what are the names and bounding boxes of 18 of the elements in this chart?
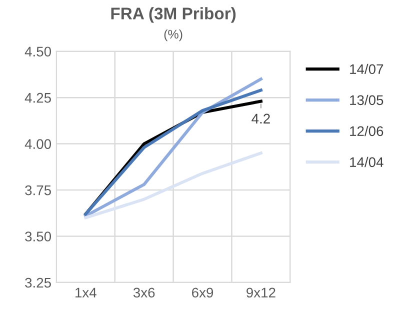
line-series [84,152,262,220]
legend-label: 12/06 [350,126,384,136]
x-tick-label: 9x12 [246,288,276,298]
y-tick-label: 3.50 [25,232,52,242]
y-tick-label: 4.25 [24,92,51,103]
y-tick-label: 3.75 [25,185,51,196]
legend-label: 13/05 [350,94,384,106]
x-tick-label: 3x6 [133,288,155,298]
y-tick-label: 3.25 [25,278,51,288]
chart-title: FRA (3M Pribor) [111,7,236,23]
y-tick-label: 4.00 [24,139,52,149]
legend-label: 14/04 [350,156,384,168]
chart-subtitle: (%) [164,29,182,42]
x-tick-label: 6x9 [192,288,214,298]
x-tick-label: 1x4 [76,288,96,298]
legend-label: 14/07 [350,64,384,74]
y-tick-label: 4.50 [24,46,52,57]
annotation: 4.2 [252,114,270,124]
